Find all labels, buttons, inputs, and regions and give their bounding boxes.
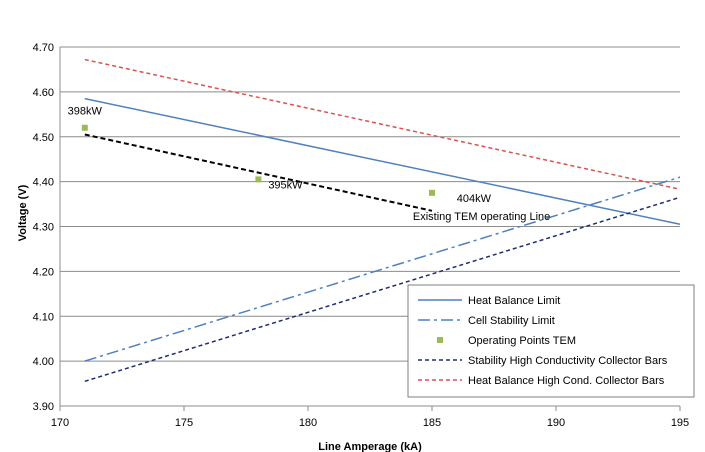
series-line-3	[84, 196, 681, 383]
y-axis-label: Voltage (V)	[17, 184, 29, 241]
series-group	[81, 58, 681, 383]
operating-point-marker	[81, 124, 88, 131]
legend-label: Heat Balance High Cond. Collector Bars	[468, 375, 665, 387]
y-tick-labels: 3.90 4.00 4.10 4.20 4.30 4.40 4.50 4.60 4.70	[33, 42, 54, 413]
legend-swatch	[437, 337, 443, 343]
axes	[59, 47, 681, 411]
series-line-0	[84, 97, 681, 225]
x-tick-label: 185	[423, 417, 441, 429]
y-tick-label: 4.60	[33, 87, 54, 99]
annotations: 398kW 395kW 404kW Existing TEM operating Li…	[68, 105, 551, 222]
y-tick-label: 4.40	[33, 177, 54, 189]
y-tick-label: 4.20	[33, 266, 54, 278]
existing-tem-operating-line	[84, 133, 433, 212]
x-axis-label: Line Amperage (kA)	[318, 441, 422, 452]
y-tick-label: 4.10	[33, 311, 54, 323]
y-tick-label: 4.00	[33, 356, 54, 368]
y-tick-label: 4.70	[33, 42, 54, 54]
annotation-label: 404kW	[457, 193, 492, 205]
x-tick-labels: 170 175 180 185 190 195	[51, 417, 689, 429]
series-line-1	[84, 176, 681, 362]
annotation-label: 398kW	[68, 105, 103, 117]
operating-point-marker	[429, 189, 435, 196]
legend-label: Stability High Conductivity Collector Ba…	[468, 355, 668, 367]
legend-label: Operating Points TEM	[468, 335, 576, 347]
series-line-4	[84, 58, 681, 190]
legend-box	[407, 284, 695, 398]
x-tick-label: 175	[175, 417, 193, 429]
operating-point-marker	[255, 176, 262, 183]
y-tick-label: 4.50	[33, 132, 54, 144]
legend-label: Cell Stability Limit	[468, 315, 555, 327]
legend-label: Heat Balance Limit	[468, 295, 560, 307]
annotation-label: 395kW	[268, 179, 303, 191]
annotation-label: Existing TEM operating Line	[413, 211, 550, 223]
y-tick-label: 3.90	[33, 401, 54, 413]
x-tick-label: 180	[299, 417, 317, 429]
x-tick-label: 195	[671, 417, 689, 429]
x-tick-label: 170	[51, 417, 69, 429]
y-tick-label: 4.30	[33, 222, 54, 234]
legend: Heat Balance Limit Cell Stability Limit Op…	[407, 284, 695, 398]
x-tick-label: 190	[547, 417, 565, 429]
